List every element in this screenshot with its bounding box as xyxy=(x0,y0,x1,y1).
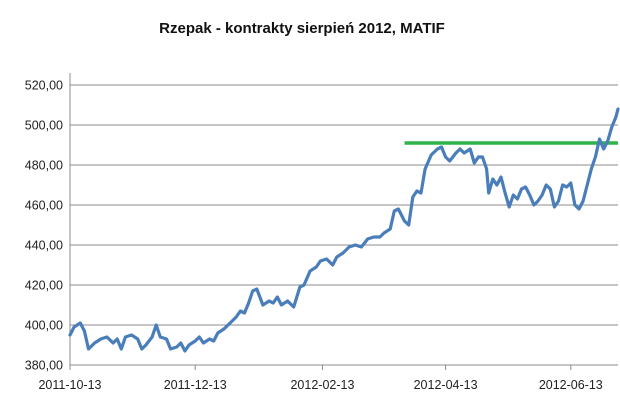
y-tick-label: 480,00 xyxy=(25,159,63,173)
gridlines xyxy=(70,84,618,326)
y-tick-label: 500,00 xyxy=(25,119,63,133)
x-tick-label: 2012-06-13 xyxy=(539,378,603,392)
y-tick-label: 380,00 xyxy=(25,359,63,373)
axes xyxy=(69,73,618,370)
x-tick-label: 2012-02-13 xyxy=(290,378,354,392)
y-axis-tick-labels: 380,00 400,00 420,00 440,00 460,00 480,00 500,… xyxy=(25,79,63,373)
series xyxy=(68,107,620,353)
chart-title: Rzepak - kontrakty sierpień 2012, MATIF xyxy=(159,20,445,37)
x-tick-label: 2012-04-13 xyxy=(414,378,478,392)
y-tick-label: 400,00 xyxy=(25,319,63,333)
y-tick-label: 440,00 xyxy=(25,239,63,253)
x-axis-tick-labels: 2011-10-13 2011-12-13 2012-02-13 2012-04-13… xyxy=(38,378,602,392)
x-tick-label: 2011-12-13 xyxy=(164,378,227,392)
y-tick-label: 460,00 xyxy=(25,199,63,213)
y-tick-label: 520,00 xyxy=(25,79,63,93)
y-tick-label: 420,00 xyxy=(25,279,63,293)
x-tick-label: 2011-10-13 xyxy=(38,378,101,392)
price-series-line xyxy=(68,107,620,353)
